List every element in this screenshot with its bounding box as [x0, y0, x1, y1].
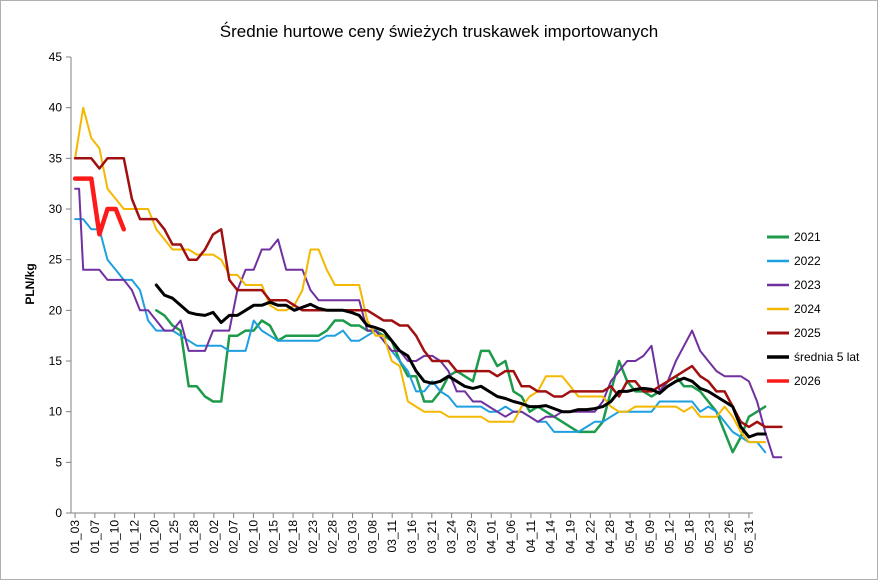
x-tick-label: 04_11 — [524, 520, 538, 553]
legend-label-4: 2025 — [794, 326, 821, 340]
y-tick-label: 30 — [49, 202, 63, 216]
x-tick-label: 04_01 — [484, 520, 498, 554]
x-tick-label: 03_29 — [464, 520, 478, 554]
x-tick-label: 05_18 — [682, 520, 696, 554]
y-tick-label: 10 — [49, 405, 63, 419]
x-tick-label: 01_07 — [88, 520, 102, 554]
y-tick-label: 45 — [49, 50, 63, 64]
x-tick-label: 01_20 — [147, 520, 161, 554]
series-line-2 — [74, 187, 783, 459]
x-tick-label: 02_10 — [246, 520, 260, 554]
legend-label-6: 2026 — [794, 374, 821, 388]
legend-label-0: 2021 — [794, 230, 821, 244]
x-tick-label: 04_22 — [583, 520, 597, 554]
x-tick-label: 01_12 — [128, 520, 142, 554]
x-tick-label: 02_18 — [286, 520, 300, 554]
x-tick-label: 01_28 — [187, 520, 201, 554]
y-tick-label: 15 — [49, 354, 63, 368]
series-lines — [72, 106, 783, 459]
x-tick-label: 03_24 — [445, 520, 459, 554]
y-tick-label: 40 — [49, 101, 63, 115]
x-tick-label: 03_16 — [405, 520, 419, 554]
y-tick-label: 5 — [55, 455, 62, 469]
x-tick-label: 03_03 — [346, 520, 360, 554]
x-tick-label: 05_09 — [643, 520, 657, 554]
x-tick-label: 01_25 — [167, 520, 181, 554]
x-tick-label: 01_10 — [108, 520, 122, 554]
series-line-4 — [73, 157, 783, 429]
x-tick-label: 01_03 — [68, 520, 82, 554]
x-tick-label: 05_31 — [742, 520, 756, 554]
x-tick-label: 05_23 — [702, 520, 716, 554]
x-tick-label: 02_07 — [227, 520, 241, 554]
x-tick-label: 05_26 — [722, 520, 736, 554]
x-tick-label: 03_11 — [385, 520, 399, 553]
x-tick-label: 04_19 — [564, 520, 578, 554]
y-tick-label: 25 — [49, 253, 63, 267]
x-tick-label: 02_02 — [207, 520, 221, 554]
x-tick-label: 04_28 — [603, 520, 617, 554]
series-line-5 — [154, 283, 767, 439]
y-axis: 0 5 10 15 20 25 30 35 40 45 — [49, 50, 72, 520]
series-line-1 — [74, 218, 767, 454]
legend-label-1: 2022 — [794, 254, 821, 268]
x-tick-label: 03_21 — [425, 520, 439, 554]
x-tick-label: 05_12 — [663, 520, 677, 554]
x-tick-label: 02_15 — [266, 520, 280, 554]
y-tick-label: 35 — [49, 151, 63, 165]
x-tick-label: 04_06 — [504, 520, 518, 554]
x-tick-label: 05_04 — [623, 520, 637, 554]
y-axis-label: PLN/kg — [23, 263, 37, 304]
series-line-3 — [74, 106, 767, 444]
x-tick-label: 02_28 — [326, 520, 340, 554]
legend-label-5: średnia 5 lat — [794, 350, 860, 364]
x-tick-label: 02_23 — [306, 520, 320, 554]
x-tick-label: 03_08 — [365, 520, 379, 554]
series-line-6 — [72, 176, 127, 237]
x-axis: 01_03 01_07 01_10 01_12 01_20 01_25 01_28 02_02… — [68, 512, 756, 554]
legend-label-2: 2023 — [794, 278, 821, 292]
legend-label-3: 2024 — [794, 302, 821, 316]
x-tick-label: 04_14 — [544, 520, 558, 554]
y-tick-label: 0 — [55, 506, 62, 520]
y-tick-label: 20 — [49, 303, 63, 317]
legend: 2021 2022 2023 2024 2025 średnia 5 lat 2026 — [767, 230, 860, 388]
chart-title: Średnie hurtowe ceny świeżych truskawek … — [220, 22, 658, 41]
